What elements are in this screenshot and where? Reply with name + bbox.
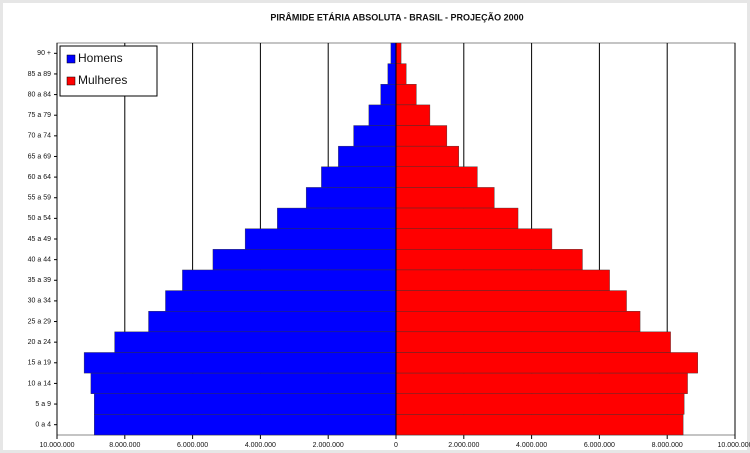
y-tick-label: 25 a 29: [28, 318, 51, 325]
bar: [395, 249, 583, 271]
x-tick-label: 2.000.000: [448, 442, 479, 449]
y-tick-label: 40 a 44: [28, 256, 51, 263]
bar: [353, 125, 397, 147]
x-tick-label: 4.000.000: [245, 442, 276, 449]
bar: [395, 393, 685, 415]
bar: [395, 63, 407, 85]
y-tick-label: 20 a 24: [28, 339, 51, 346]
legend-label: Homens: [78, 51, 123, 65]
bar: [212, 249, 397, 271]
bar: [395, 352, 698, 374]
bar: [395, 187, 495, 209]
bar: [387, 63, 397, 85]
y-tick-label: 60 a 64: [28, 174, 51, 181]
bar: [338, 145, 397, 167]
x-tick-label: 6.000.000: [584, 442, 615, 449]
bar: [395, 372, 688, 394]
bar: [277, 207, 397, 229]
bar: [395, 311, 641, 333]
y-tick-label: 80 a 84: [28, 91, 51, 98]
y-tick-label: 35 a 39: [28, 277, 51, 284]
bar: [182, 269, 397, 291]
x-tick-label: 2.000.000: [313, 442, 344, 449]
bar: [368, 104, 397, 126]
y-tick-label: 55 a 59: [28, 195, 51, 202]
legend-label: Mulheres: [78, 73, 127, 87]
y-tick-label: 5 a 9: [35, 401, 51, 408]
bar: [114, 331, 397, 353]
bar: [390, 42, 397, 64]
y-tick-label: 65 a 69: [28, 153, 51, 160]
bar: [395, 414, 684, 436]
chart-title: PIRÂMIDE ETÁRIA ABSOLUTA - BRASIL - PROJ…: [270, 11, 523, 22]
legend-swatch: [66, 76, 76, 86]
y-tick-label: 30 a 34: [28, 298, 51, 305]
x-tick-label: 0: [394, 442, 398, 449]
bar: [395, 269, 610, 291]
bar: [395, 207, 519, 229]
y-tick-label: 75 a 79: [28, 112, 51, 119]
y-tick-label: 0 a 4: [35, 422, 51, 429]
legend-swatch: [66, 54, 76, 64]
bar: [395, 42, 402, 64]
bar: [395, 125, 448, 147]
x-tick-label: 10.000.000: [39, 442, 74, 449]
bar: [148, 311, 397, 333]
x-tick-label: 4.000.000: [516, 442, 547, 449]
bar: [395, 290, 627, 312]
bar: [395, 145, 459, 167]
y-tick-label: 45 a 49: [28, 236, 51, 243]
bar: [321, 166, 397, 188]
y-tick-label: 85 a 89: [28, 71, 51, 78]
y-tick-label: 70 a 74: [28, 133, 51, 140]
bar: [395, 84, 417, 106]
bar: [395, 104, 431, 126]
bar: [305, 187, 397, 209]
y-tick-label: 15 a 19: [28, 360, 51, 367]
bar: [94, 414, 397, 436]
x-tick-label: 8.000.000: [109, 442, 140, 449]
bar: [380, 84, 397, 106]
bar: [395, 228, 553, 250]
y-tick-label: 50 a 54: [28, 215, 51, 222]
bar: [165, 290, 397, 312]
bar: [83, 352, 397, 374]
legend: [59, 45, 158, 97]
x-tick-label: 8.000.000: [652, 442, 683, 449]
y-tick-label: 10 a 14: [28, 380, 51, 387]
bar: [244, 228, 397, 250]
bar: [90, 372, 397, 394]
x-tick-label: 10.000.000: [717, 442, 750, 449]
bar: [94, 393, 397, 415]
y-tick-label: 90 +: [37, 50, 51, 57]
bar: [395, 166, 478, 188]
bar: [395, 331, 671, 353]
x-tick-label: 6.000.000: [177, 442, 208, 449]
